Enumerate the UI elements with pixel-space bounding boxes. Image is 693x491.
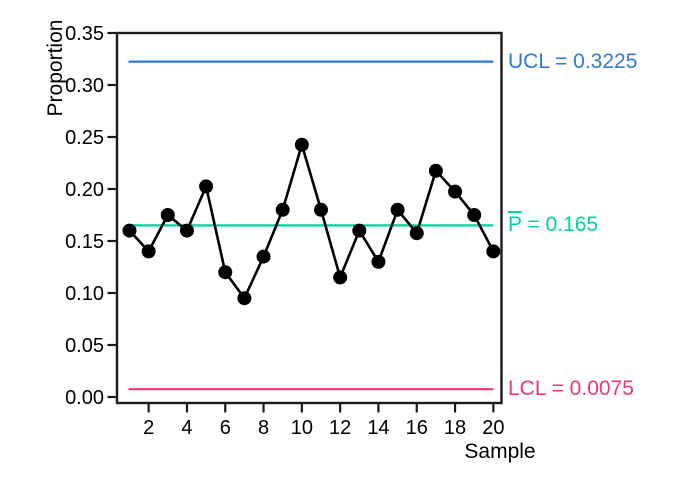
data-point <box>486 244 501 259</box>
data-point <box>333 270 348 285</box>
pbar-symbol: P <box>508 213 522 237</box>
data-point <box>409 226 424 241</box>
x-tick-label: 18 <box>444 417 466 439</box>
y-tick-label: 0.25 <box>65 127 104 149</box>
data-point <box>448 184 463 199</box>
data-point <box>237 291 252 306</box>
center-line-label: P = 0.165 <box>508 213 598 237</box>
y-tick-label: 0.20 <box>65 179 104 201</box>
x-tick-label: 14 <box>367 417 389 439</box>
x-tick-label: 6 <box>220 417 231 439</box>
plot-frame <box>115 31 503 405</box>
x-tick-label: 4 <box>181 417 192 439</box>
data-point <box>314 202 328 217</box>
ucl-label: UCL = 0.3225 <box>508 49 638 73</box>
y-tick-label: 0.05 <box>65 335 104 357</box>
data-point <box>179 223 194 238</box>
data-point <box>256 249 271 264</box>
x-tick-label: 2 <box>143 417 154 439</box>
x-tick-label: 8 <box>258 417 269 439</box>
y-tick-label: 0.30 <box>65 75 104 97</box>
data-point <box>122 223 137 238</box>
y-tick-label: 0.10 <box>65 283 104 305</box>
y-tick-label: 0.00 <box>65 387 104 409</box>
x-axis-title: Sample <box>464 440 536 463</box>
data-point <box>160 208 175 222</box>
x-tick-label: 12 <box>329 417 351 439</box>
x-tick-label: 10 <box>291 417 313 439</box>
data-point <box>390 202 405 217</box>
y-tick-label: 0.35 <box>65 23 104 45</box>
data-point <box>467 208 482 222</box>
y-tick-label: 0.15 <box>65 231 104 253</box>
pbar-value: = 0.165 <box>521 213 599 237</box>
data-point <box>218 265 233 280</box>
data-point <box>199 179 214 194</box>
series-line <box>128 143 495 300</box>
y-axis-title: Proportion <box>44 19 67 117</box>
data-point <box>294 137 309 152</box>
x-tick-label: 20 <box>482 417 504 439</box>
x-tick-label: 16 <box>406 417 428 439</box>
data-point <box>141 244 156 259</box>
data-point <box>275 202 290 217</box>
data-point <box>371 254 386 269</box>
data-point <box>352 223 367 238</box>
lcl-label: LCL = 0.0075 <box>508 377 634 401</box>
data-point <box>428 163 443 178</box>
